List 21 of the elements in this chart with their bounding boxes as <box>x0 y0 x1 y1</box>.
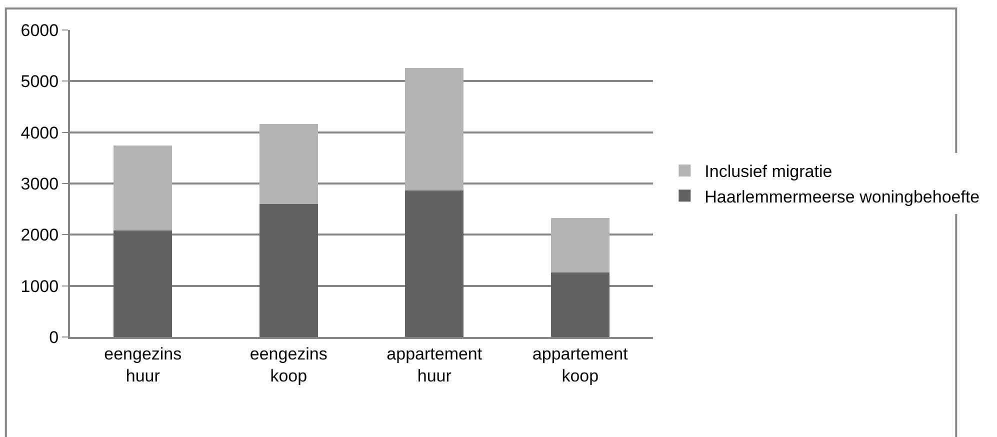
bar <box>405 190 464 337</box>
y-tick-label: 5000 <box>20 72 59 92</box>
bar <box>259 204 318 337</box>
bar <box>550 272 610 337</box>
y-tick-label: 1000 <box>20 276 59 296</box>
y-tick-label: 4000 <box>20 123 59 142</box>
bar <box>405 68 464 191</box>
bar <box>114 230 172 337</box>
y-tick-label: 6000 <box>20 20 59 40</box>
x-tick-label: eengezins koop <box>250 344 328 386</box>
bar <box>259 124 318 204</box>
bar <box>114 146 172 231</box>
legend-label: Inclusief migratie <box>704 162 832 182</box>
x-tick-label: appartement koop <box>532 344 628 386</box>
legend-label: Haarlemmermeerse woningbehoefte <box>704 187 980 206</box>
y-tick-label: 2000 <box>20 226 59 245</box>
bar <box>550 218 610 273</box>
x-tick-label: eengezins huur <box>104 344 182 386</box>
y-tick-label: 3000 <box>20 174 59 194</box>
y-tick-label: 0 <box>49 328 59 347</box>
x-tick-label: appartement huur <box>386 344 482 386</box>
